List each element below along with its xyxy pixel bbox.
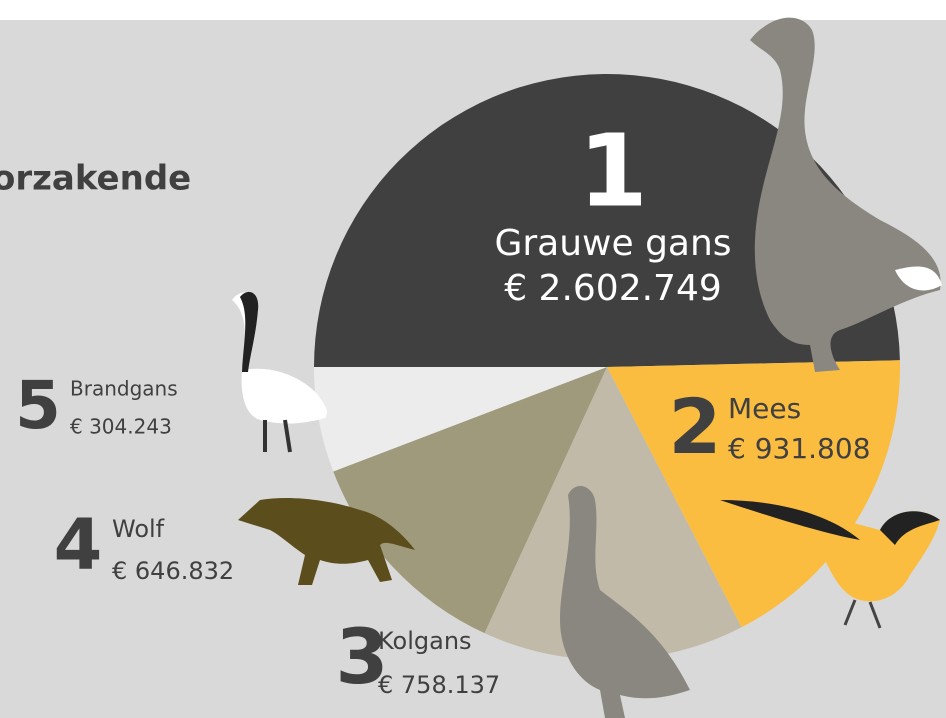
- category-label: Brandgans: [70, 377, 178, 401]
- value-label: € 931.808: [728, 432, 871, 465]
- rank-label: 5: [15, 367, 61, 444]
- category-label: Mees: [728, 392, 801, 425]
- pie-slice: [333, 367, 607, 634]
- rank-label: 1: [578, 112, 648, 229]
- rank-label: 2: [669, 382, 722, 471]
- pie-slice: [484, 367, 742, 660]
- category-label: Wolf: [112, 515, 165, 543]
- value-label: € 646.832: [112, 557, 234, 585]
- value-label: € 2.602.749: [504, 268, 722, 309]
- pie-slice: [314, 367, 607, 472]
- tit-legs: [843, 599, 882, 629]
- value-label: € 758.137: [378, 671, 500, 699]
- rank-label: 4: [54, 504, 103, 586]
- tit-head: [880, 511, 940, 545]
- wolf-illustration: [238, 498, 415, 585]
- brandgans-legs: [263, 419, 292, 453]
- chart-title: orzakende: [0, 159, 191, 199]
- value-label: € 304.243: [70, 415, 172, 439]
- category-label: Grauwe gans: [494, 223, 731, 264]
- illustrations: [232, 17, 942, 718]
- goose-illustration: [750, 17, 941, 372]
- rank-label: 3: [336, 612, 389, 701]
- goose-tail: [895, 266, 942, 291]
- kolgans-illustration: [560, 485, 690, 718]
- brandgans-neck: [240, 291, 259, 372]
- category-label: Kolgans: [378, 627, 472, 655]
- tit-tail: [720, 500, 860, 540]
- pie-slice: [314, 74, 900, 368]
